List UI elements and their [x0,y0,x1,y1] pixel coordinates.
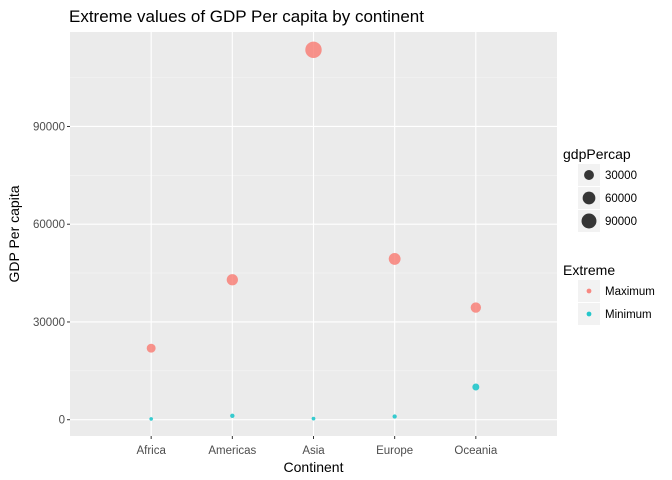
y-axis-title: GDP Per capita [6,185,22,282]
x-axis-title: Continent [284,459,344,475]
x-axis: Africa Americas Asia Europe Oceania [136,436,498,457]
x-tick-label: Europe [376,445,413,457]
x-tick-label: Americas [208,445,256,457]
y-tick-label: 90000 [33,121,65,133]
y-tick-label: 60000 [33,219,65,231]
legend-color-marker [586,311,592,317]
data-point-minimum [472,383,480,391]
data-point-maximum [146,343,156,353]
data-point-minimum [149,417,153,421]
y-axis: 0 30000 60000 90000 [33,121,70,427]
legend-color-label: Minimum [605,309,652,321]
plot-panel [70,32,557,436]
data-point-maximum [470,302,482,313]
chart-title: Extreme values of GDP Per capita by cont… [69,7,424,26]
size-legend: 30000 60000 90000 [578,164,637,232]
legend-size-label: 60000 [605,193,637,205]
color-legend: Maximum Minimum [578,280,655,325]
legend-color-title: Extreme [563,262,615,278]
legend-size-marker [582,191,596,205]
y-tick-label: 0 [59,415,65,427]
x-tick-label: Oceania [454,445,497,457]
x-tick-label: Africa [136,445,166,457]
data-point-minimum [230,413,235,418]
grid-lines [70,32,557,436]
legend-size-label: 90000 [605,216,637,228]
data-point-minimum [392,414,397,419]
data-point-maximum [388,252,401,265]
y-tick-label: 30000 [33,317,65,329]
legend-size-title: gdpPercap [563,146,631,162]
data-point-maximum [305,41,322,59]
legend-size-marker [584,170,594,180]
legend-color-label: Maximum [605,286,655,298]
x-tick-label: Asia [302,445,325,457]
legend-size-label: 30000 [605,170,637,182]
legend-color-marker [586,288,592,294]
data-point-maximum [226,274,238,286]
legend-size-marker [581,213,597,229]
data-points [146,41,482,421]
legend: gdpPercap 30000 60000 90000 Extreme Maximu… [563,146,655,325]
data-point-minimum [311,416,316,421]
